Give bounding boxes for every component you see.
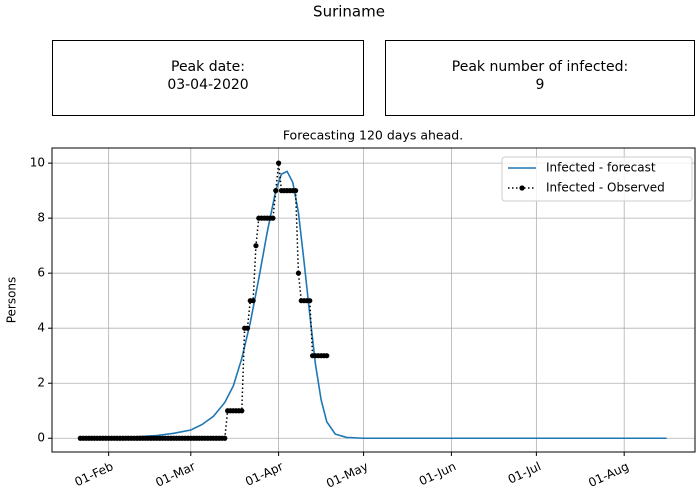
data-point — [253, 243, 259, 249]
legend-box — [501, 156, 693, 202]
info-value: 03-04-2020 — [167, 77, 248, 93]
y-tick-label: 4 — [37, 321, 45, 335]
info-box — [52, 40, 364, 116]
x-tick-label: 01-Aug — [586, 459, 631, 490]
series-line — [80, 170, 667, 440]
y-tick-label: 6 — [37, 266, 45, 280]
x-tick-label: 01-Apr — [243, 459, 285, 489]
data-point — [324, 353, 330, 359]
y-axis-label: Persons — [5, 277, 19, 324]
x-tick-label: 01-Jul — [506, 459, 543, 486]
data-point — [250, 298, 256, 304]
info-value: 9 — [536, 77, 545, 93]
x-tick-label: 01-May — [324, 459, 370, 490]
data-point — [244, 325, 251, 331]
data-point — [293, 188, 299, 194]
info-label: Peak date: — [171, 59, 245, 75]
x-tick-label: 01-Jun — [417, 459, 458, 488]
data-point — [307, 298, 313, 304]
legend-label: Infected - Observed — [546, 181, 665, 195]
chart-title: Suriname — [313, 3, 385, 21]
x-tick-label: 01-Feb — [72, 459, 115, 489]
y-tick-label: 10 — [30, 156, 45, 170]
data-point — [295, 270, 302, 276]
legend-marker — [519, 185, 525, 191]
y-tick-label: 0 — [37, 431, 45, 445]
y-tick-label: 8 — [37, 211, 45, 225]
data-point — [276, 160, 282, 166]
legend-label: Infected - forecast — [546, 161, 656, 175]
x-tick-label: 01-Mar — [153, 459, 197, 490]
series-line — [80, 163, 327, 439]
chart-subtitle: Forecasting 120 days ahead. — [283, 128, 463, 143]
plot-frame — [51, 147, 696, 453]
data-point — [273, 188, 279, 194]
data-point — [239, 408, 245, 414]
y-tick-label: 2 — [37, 376, 45, 390]
info-box — [385, 40, 695, 116]
data-point — [222, 435, 228, 441]
info-label: Peak number of infected: — [452, 59, 628, 75]
data-point — [270, 215, 276, 221]
